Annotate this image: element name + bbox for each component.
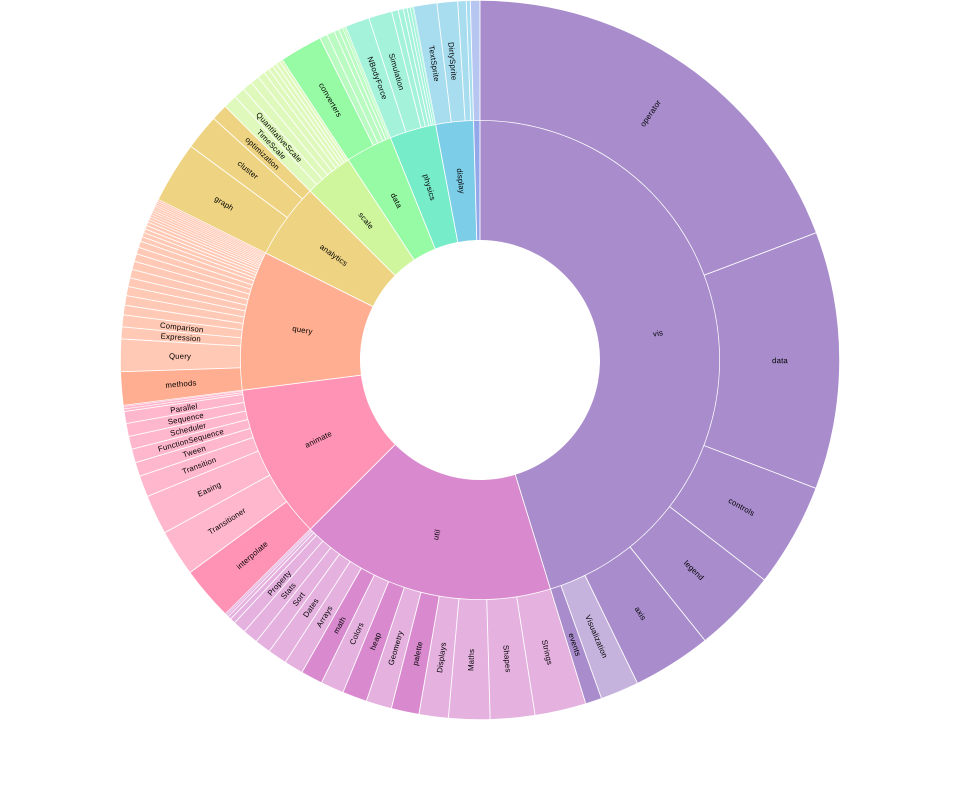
svg-text:methods: methods [165,378,197,389]
svg-text:DirtySprite: DirtySprite [446,42,458,81]
svg-text:query: query [292,324,314,336]
svg-text:Parallel: Parallel [170,402,199,415]
svg-text:Maths: Maths [466,649,476,671]
svg-text:util: util [431,528,442,541]
svg-text:data: data [772,356,788,365]
svg-text:Query: Query [169,352,191,361]
svg-text:Expression: Expression [160,332,201,344]
svg-text:Shapes: Shapes [501,645,512,673]
svg-text:Displays: Displays [435,642,448,674]
svg-text:display: display [455,168,467,194]
svg-text:vis: vis [652,328,663,338]
